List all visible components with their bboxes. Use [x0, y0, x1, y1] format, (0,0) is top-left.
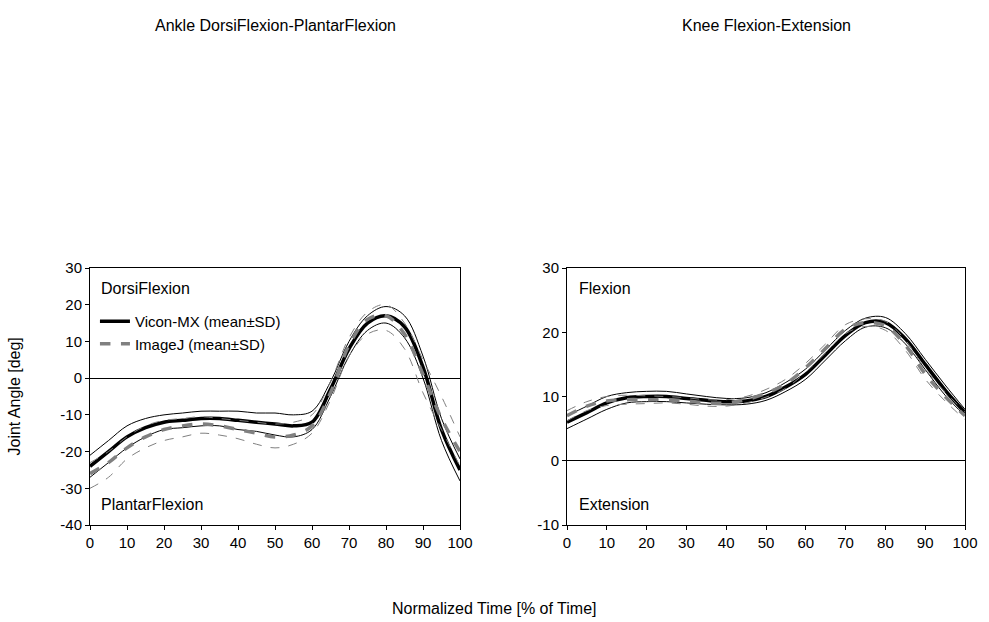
svg-text:0: 0 — [86, 534, 94, 551]
svg-text:Extension: Extension — [579, 496, 649, 513]
svg-text:70: 70 — [341, 534, 358, 551]
svg-text:30: 30 — [65, 259, 82, 276]
svg-text:30: 30 — [542, 259, 559, 276]
svg-text:40: 40 — [230, 534, 247, 551]
svg-text:60: 60 — [304, 534, 321, 551]
svg-text:0: 0 — [563, 534, 571, 551]
svg-text:10: 10 — [119, 534, 136, 551]
svg-text:70: 70 — [837, 534, 854, 551]
svg-text:80: 80 — [378, 534, 395, 551]
svg-text:80: 80 — [877, 534, 894, 551]
svg-text:0: 0 — [74, 369, 82, 386]
svg-text:Normalized Time [% of Time]: Normalized Time [% of Time] — [392, 600, 597, 617]
svg-text:20: 20 — [638, 534, 655, 551]
svg-text:Joint Angle [deg]: Joint Angle [deg] — [6, 337, 23, 455]
svg-text:-20: -20 — [60, 443, 82, 460]
svg-text:Knee Flexion-Extension: Knee Flexion-Extension — [682, 17, 851, 34]
svg-text:60: 60 — [797, 534, 814, 551]
svg-text:20: 20 — [542, 324, 559, 341]
svg-text:30: 30 — [193, 534, 210, 551]
svg-text:50: 50 — [758, 534, 775, 551]
svg-text:Flexion: Flexion — [579, 280, 631, 297]
svg-text:40: 40 — [718, 534, 735, 551]
svg-text:DorsiFlexion: DorsiFlexion — [101, 280, 190, 297]
svg-text:Ankle DorsiFlexion-PlantarFlex: Ankle DorsiFlexion-PlantarFlexion — [155, 17, 396, 34]
svg-text:90: 90 — [415, 534, 432, 551]
svg-text:90: 90 — [917, 534, 934, 551]
svg-text:10: 10 — [65, 333, 82, 350]
svg-text:PlantarFlexion: PlantarFlexion — [101, 496, 203, 513]
svg-text:0: 0 — [551, 452, 559, 469]
svg-text:10: 10 — [598, 534, 615, 551]
svg-text:-10: -10 — [60, 406, 82, 423]
svg-text:ImageJ (mean±SD): ImageJ (mean±SD) — [135, 336, 265, 353]
svg-text:100: 100 — [447, 534, 472, 551]
svg-text:-10: -10 — [537, 516, 559, 533]
svg-text:20: 20 — [156, 534, 173, 551]
svg-text:30: 30 — [678, 534, 695, 551]
svg-text:100: 100 — [952, 534, 977, 551]
svg-text:50: 50 — [267, 534, 284, 551]
svg-text:Vicon-MX (mean±SD): Vicon-MX (mean±SD) — [135, 313, 281, 330]
svg-text:10: 10 — [542, 388, 559, 405]
svg-text:-30: -30 — [60, 480, 82, 497]
svg-text:-40: -40 — [60, 516, 82, 533]
svg-text:20: 20 — [65, 296, 82, 313]
